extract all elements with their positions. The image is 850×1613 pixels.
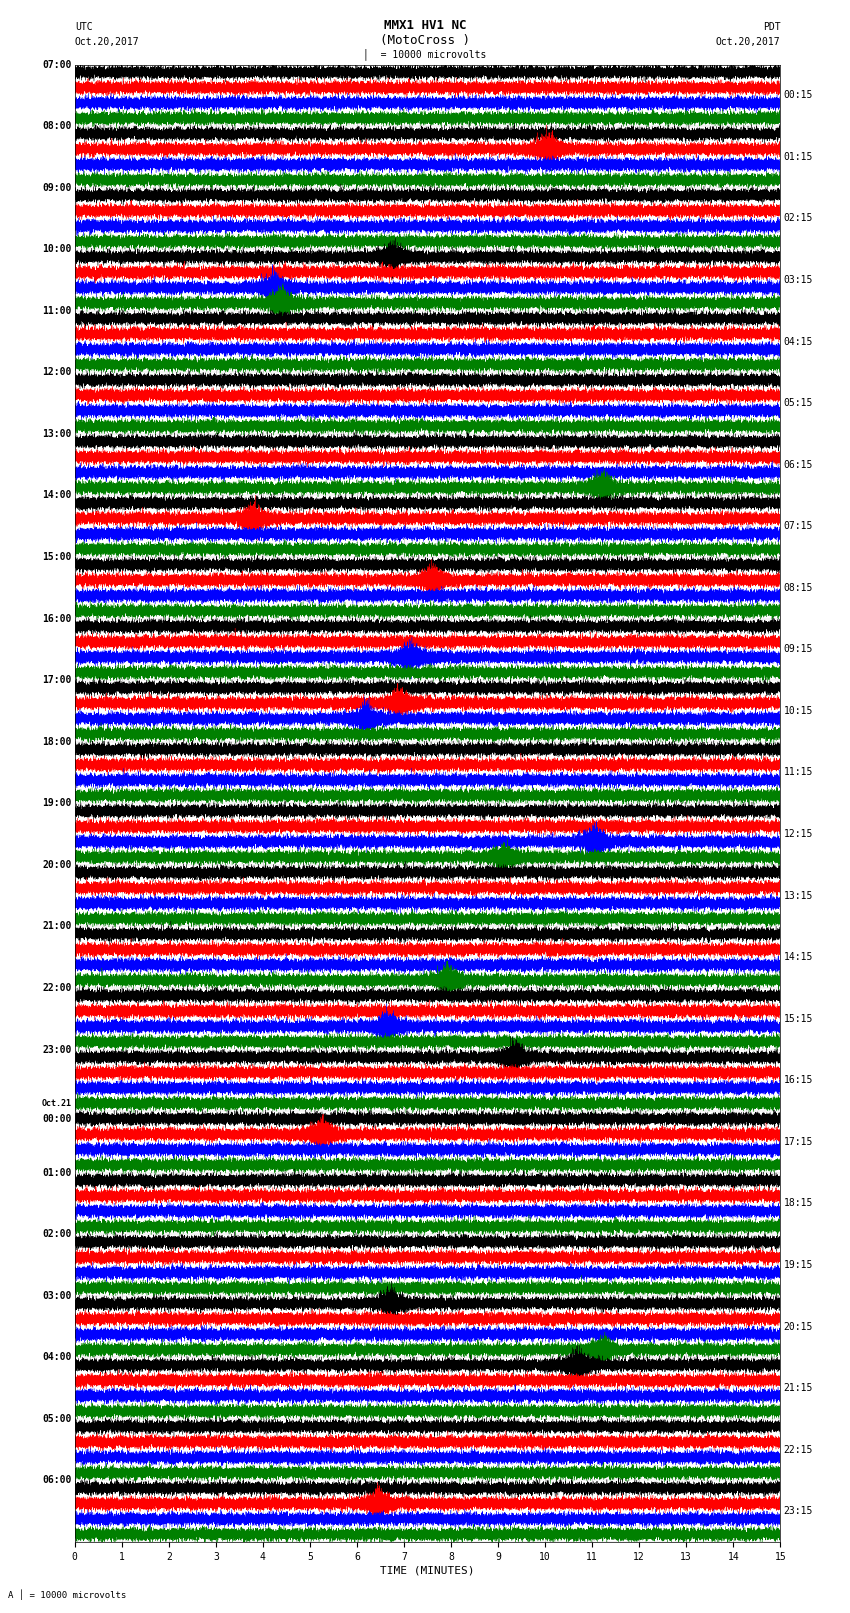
Text: 22:00: 22:00 xyxy=(42,982,71,994)
Text: 23:15: 23:15 xyxy=(784,1507,813,1516)
Text: 13:15: 13:15 xyxy=(784,890,813,900)
Text: 13:00: 13:00 xyxy=(42,429,71,439)
Text: 11:15: 11:15 xyxy=(784,768,813,777)
Text: MMX1 HV1 NC: MMX1 HV1 NC xyxy=(383,19,467,32)
Text: 16:15: 16:15 xyxy=(784,1076,813,1086)
Text: 02:00: 02:00 xyxy=(42,1229,71,1239)
Text: UTC: UTC xyxy=(75,23,93,32)
Text: Oct.20,2017: Oct.20,2017 xyxy=(75,37,139,47)
Text: 11:00: 11:00 xyxy=(42,306,71,316)
Text: 14:15: 14:15 xyxy=(784,952,813,963)
Text: 07:00: 07:00 xyxy=(42,60,71,69)
Text: 12:15: 12:15 xyxy=(784,829,813,839)
Text: 02:15: 02:15 xyxy=(784,213,813,224)
Text: (MotoCross ): (MotoCross ) xyxy=(380,34,470,47)
Text: 18:15: 18:15 xyxy=(784,1198,813,1208)
Text: 00:15: 00:15 xyxy=(784,90,813,100)
Text: 05:00: 05:00 xyxy=(42,1415,71,1424)
Text: 03:15: 03:15 xyxy=(784,274,813,286)
Text: 23:00: 23:00 xyxy=(42,1045,71,1055)
Text: 22:15: 22:15 xyxy=(784,1445,813,1455)
Text: 05:15: 05:15 xyxy=(784,398,813,408)
Text: 14:00: 14:00 xyxy=(42,490,71,500)
Text: 21:15: 21:15 xyxy=(784,1382,813,1394)
X-axis label: TIME (MINUTES): TIME (MINUTES) xyxy=(380,1566,475,1576)
Text: 06:00: 06:00 xyxy=(42,1476,71,1486)
Text: 16:00: 16:00 xyxy=(42,613,71,624)
Text: 20:00: 20:00 xyxy=(42,860,71,869)
Text: PDT: PDT xyxy=(762,23,780,32)
Text: 00:00: 00:00 xyxy=(42,1115,71,1124)
Text: 03:00: 03:00 xyxy=(42,1290,71,1300)
Text: 15:00: 15:00 xyxy=(42,552,71,561)
Text: 04:00: 04:00 xyxy=(42,1352,71,1363)
Text: 18:00: 18:00 xyxy=(42,737,71,747)
Text: 17:00: 17:00 xyxy=(42,676,71,686)
Text: 19:15: 19:15 xyxy=(784,1260,813,1269)
Text: 19:00: 19:00 xyxy=(42,798,71,808)
Text: 06:15: 06:15 xyxy=(784,460,813,469)
Text: 08:00: 08:00 xyxy=(42,121,71,131)
Text: 09:15: 09:15 xyxy=(784,644,813,655)
Text: 01:15: 01:15 xyxy=(784,152,813,161)
Text: 01:00: 01:00 xyxy=(42,1168,71,1177)
Text: 12:00: 12:00 xyxy=(42,368,71,377)
Text: Oct.21: Oct.21 xyxy=(42,1098,71,1108)
Text: 15:15: 15:15 xyxy=(784,1013,813,1024)
Text: 07:15: 07:15 xyxy=(784,521,813,531)
Text: 04:15: 04:15 xyxy=(784,337,813,347)
Text: 20:15: 20:15 xyxy=(784,1321,813,1332)
Text: 21:00: 21:00 xyxy=(42,921,71,931)
Text: Oct.20,2017: Oct.20,2017 xyxy=(716,37,780,47)
Text: 10:00: 10:00 xyxy=(42,244,71,255)
Text: 08:15: 08:15 xyxy=(784,582,813,594)
Text: │  = 10000 microvolts: │ = 10000 microvolts xyxy=(363,48,487,60)
Text: 17:15: 17:15 xyxy=(784,1137,813,1147)
Text: Α │ = 10000 microvolts: Α │ = 10000 microvolts xyxy=(8,1589,127,1600)
Text: 09:00: 09:00 xyxy=(42,182,71,192)
Text: 10:15: 10:15 xyxy=(784,706,813,716)
